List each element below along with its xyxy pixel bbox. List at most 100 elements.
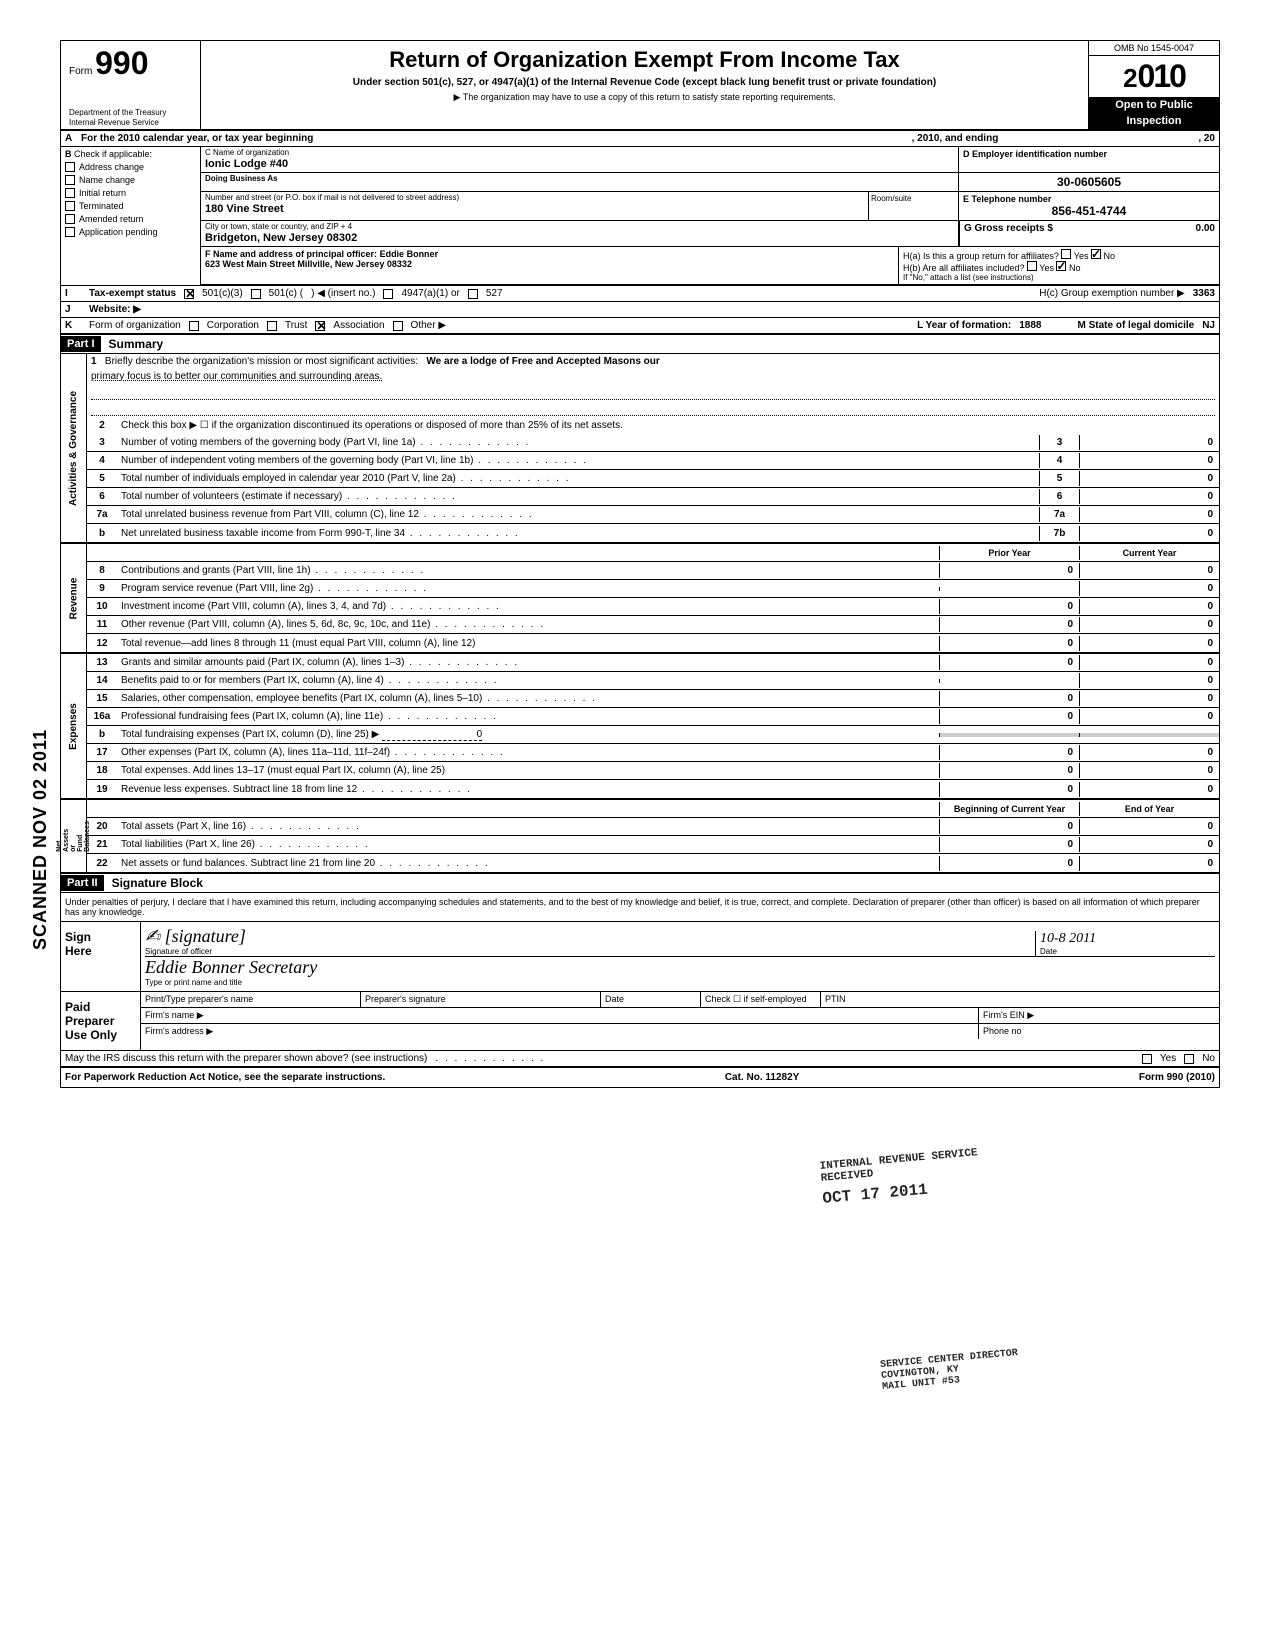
part2-row: Part II Signature Block bbox=[61, 874, 1219, 893]
terminated-cb[interactable] bbox=[65, 201, 75, 211]
hc-value: 3363 bbox=[1193, 288, 1215, 299]
row-a-label: A bbox=[65, 133, 81, 144]
l14-num: 14 bbox=[87, 673, 117, 688]
gross-value: 0.00 bbox=[1196, 223, 1215, 234]
prep-sig-label: Preparer's signature bbox=[361, 992, 601, 1008]
ha-no-cb[interactable] bbox=[1091, 249, 1101, 259]
paid-text: Paid bbox=[65, 1000, 136, 1014]
irs-yes-cb[interactable] bbox=[1142, 1054, 1152, 1064]
ag-vert-label: Activities & Governance bbox=[61, 354, 87, 542]
l11-num: 11 bbox=[87, 617, 117, 632]
room-label: Room/suite bbox=[869, 192, 959, 220]
l12-c: 0 bbox=[1079, 636, 1219, 651]
l7a-desc: Total unrelated business revenue from Pa… bbox=[117, 507, 1039, 522]
l7a-val: 0 bbox=[1079, 507, 1219, 522]
received-stamp: INTERNAL REVENUE SERVICE RECEIVED OCT 17… bbox=[819, 1147, 981, 1208]
here-text: Here bbox=[65, 944, 136, 958]
l19-num: 19 bbox=[87, 782, 117, 797]
hb-yes: Yes bbox=[1039, 263, 1054, 273]
firm-name-label: Firm's name ▶ bbox=[141, 1008, 979, 1024]
l1b-desc: primary focus is to better our communiti… bbox=[87, 369, 1219, 384]
ptin-label: PTIN bbox=[821, 992, 1219, 1008]
l15-desc: Salaries, other compensation, employee b… bbox=[117, 691, 939, 706]
l21-p: 0 bbox=[939, 837, 1079, 852]
l20-desc: Total assets (Part X, line 16) bbox=[117, 819, 939, 834]
amended-cb[interactable] bbox=[65, 214, 75, 224]
l2-desc: Check this box ▶ ☐ if the organization d… bbox=[117, 418, 1219, 433]
other-cb[interactable] bbox=[393, 321, 403, 331]
cat-no: Cat. No. 11282Y bbox=[725, 1072, 799, 1083]
irs-no-cb[interactable] bbox=[1184, 1054, 1194, 1064]
initial-cb[interactable] bbox=[65, 188, 75, 198]
501c-cb[interactable] bbox=[251, 289, 261, 299]
ha-yes: Yes bbox=[1074, 251, 1089, 261]
app-pending-cb[interactable] bbox=[65, 227, 75, 237]
form-label: Form bbox=[69, 66, 92, 77]
corp-label: Corporation bbox=[207, 320, 259, 331]
l6-desc: Total number of volunteers (estimate if … bbox=[117, 489, 1039, 504]
name-change-label: Name change bbox=[79, 175, 135, 185]
assoc-label: Association bbox=[333, 320, 384, 331]
prior-year-header: Prior Year bbox=[939, 546, 1079, 560]
part2-title: Signature Block bbox=[104, 874, 211, 892]
officer-addr: 623 West Main Street Millville, New Jers… bbox=[205, 259, 412, 269]
l11-c: 0 bbox=[1079, 617, 1219, 632]
scanned-stamp: SCANNED NOV 02 2011 bbox=[30, 729, 51, 950]
hb-no-cb[interactable] bbox=[1056, 261, 1066, 271]
org-name-label: C Name of organization bbox=[201, 147, 958, 158]
may-irs-text: May the IRS discuss this return with the… bbox=[65, 1053, 427, 1064]
ha-yes-cb[interactable] bbox=[1061, 249, 1071, 259]
l7b-box: 7b bbox=[1039, 526, 1079, 541]
501c-label: 501(c) ( bbox=[269, 288, 303, 299]
l12-desc: Total revenue—add lines 8 through 11 (mu… bbox=[117, 636, 939, 651]
501c-insert: ) ◀ (insert no.) bbox=[311, 288, 375, 299]
l13-desc: Grants and similar amounts paid (Part IX… bbox=[117, 655, 939, 670]
firm-addr-label: Firm's address ▶ bbox=[141, 1024, 979, 1039]
trust-label: Trust bbox=[285, 320, 307, 331]
l14-c: 0 bbox=[1079, 673, 1219, 688]
hb-yes-cb[interactable] bbox=[1027, 261, 1037, 271]
phone-label: E Telephone number bbox=[963, 194, 1215, 204]
l5-desc: Total number of individuals employed in … bbox=[117, 471, 1039, 486]
part1-header: Part I bbox=[61, 336, 101, 352]
app-pending-label: Application pending bbox=[79, 227, 158, 237]
footer-row: For Paperwork Reduction Act Notice, see … bbox=[61, 1068, 1219, 1087]
may-irs-row: May the IRS discuss this return with the… bbox=[61, 1051, 1219, 1068]
l20-num: 20 bbox=[87, 819, 117, 834]
l20-p: 0 bbox=[939, 819, 1079, 834]
row-a: A For the 2010 calendar year, or tax yea… bbox=[61, 131, 1219, 147]
l16b-desc: Total fundraising expenses (Part IX, col… bbox=[117, 727, 939, 743]
l9-desc: Program service revenue (Part VIII, line… bbox=[117, 581, 939, 596]
part1-title: Summary bbox=[101, 335, 172, 353]
rev-vert-text: Revenue bbox=[68, 577, 79, 619]
527-cb[interactable] bbox=[468, 289, 478, 299]
row-a-text3: , 20 bbox=[1198, 133, 1215, 144]
officer-name: Eddie Bonner bbox=[380, 249, 439, 259]
l3-box: 3 bbox=[1039, 435, 1079, 450]
prep-date-label: Date bbox=[601, 992, 701, 1008]
name-change-cb[interactable] bbox=[65, 175, 75, 185]
501c3-cb[interactable] bbox=[184, 289, 194, 299]
ein-value: 30-0605605 bbox=[959, 173, 1219, 191]
sign-here-label: Sign Here bbox=[61, 922, 141, 991]
4947-cb[interactable] bbox=[383, 289, 393, 299]
l12-num: 12 bbox=[87, 636, 117, 651]
hb-note: If "No," attach a list (see instructions… bbox=[903, 273, 1215, 282]
form-label-box: Form 990 Department of the Treasury Inte… bbox=[61, 41, 201, 129]
subtitle: Under section 501(c), 527, or 4947(a)(1)… bbox=[213, 77, 1076, 88]
k-label: K bbox=[65, 320, 81, 331]
assoc-cb[interactable] bbox=[315, 321, 325, 331]
j-label: J bbox=[65, 304, 81, 315]
prep-name-label: Print/Type preparer's name bbox=[141, 992, 361, 1008]
form-number: 990 bbox=[95, 45, 148, 81]
addr-change-cb[interactable] bbox=[65, 162, 75, 172]
l22-c: 0 bbox=[1079, 856, 1219, 871]
trust-cb[interactable] bbox=[267, 321, 277, 331]
l13-num: 13 bbox=[87, 655, 117, 670]
l11-p: 0 bbox=[939, 617, 1079, 632]
row-j: J Website: ▶ bbox=[61, 302, 1219, 318]
l7b-val: 0 bbox=[1079, 526, 1219, 541]
corp-cb[interactable] bbox=[189, 321, 199, 331]
row-i: I Tax-exempt status 501(c)(3) 501(c) ( )… bbox=[61, 286, 1219, 302]
paid-prep-label: Paid Preparer Use Only bbox=[61, 992, 141, 1050]
